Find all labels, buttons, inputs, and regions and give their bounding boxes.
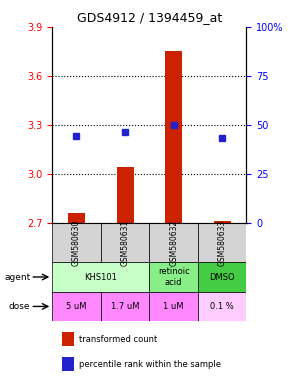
FancyBboxPatch shape: [149, 223, 198, 262]
Bar: [214, 222, 231, 223]
Text: GSM580633: GSM580633: [218, 220, 227, 266]
FancyBboxPatch shape: [101, 292, 149, 321]
Bar: [62, 357, 74, 371]
FancyBboxPatch shape: [101, 223, 149, 262]
FancyBboxPatch shape: [52, 262, 149, 292]
Bar: [165, 51, 182, 223]
Text: 0.1 %: 0.1 %: [210, 302, 234, 311]
Text: 1 uM: 1 uM: [163, 302, 184, 311]
FancyBboxPatch shape: [198, 262, 246, 292]
Text: percentile rank within the sample: percentile rank within the sample: [79, 360, 221, 369]
Text: 1.7 uM: 1.7 uM: [111, 302, 139, 311]
Text: GSM580632: GSM580632: [169, 220, 178, 266]
FancyBboxPatch shape: [149, 262, 198, 292]
Text: retinoic
acid: retinoic acid: [158, 267, 189, 287]
Text: agent: agent: [4, 273, 30, 281]
Bar: [68, 213, 85, 223]
FancyBboxPatch shape: [149, 292, 198, 321]
FancyBboxPatch shape: [198, 292, 246, 321]
Text: KHS101: KHS101: [84, 273, 117, 281]
FancyBboxPatch shape: [52, 292, 101, 321]
Text: DMSO: DMSO: [209, 273, 235, 281]
Text: transformed count: transformed count: [79, 335, 158, 344]
Title: GDS4912 / 1394459_at: GDS4912 / 1394459_at: [77, 11, 222, 24]
Text: GSM580630: GSM580630: [72, 220, 81, 266]
Text: GSM580631: GSM580631: [121, 220, 130, 266]
Text: 5 uM: 5 uM: [66, 302, 87, 311]
Bar: [117, 167, 134, 223]
FancyBboxPatch shape: [52, 223, 101, 262]
Bar: [62, 332, 74, 346]
Text: dose: dose: [9, 302, 30, 311]
FancyBboxPatch shape: [198, 223, 246, 262]
